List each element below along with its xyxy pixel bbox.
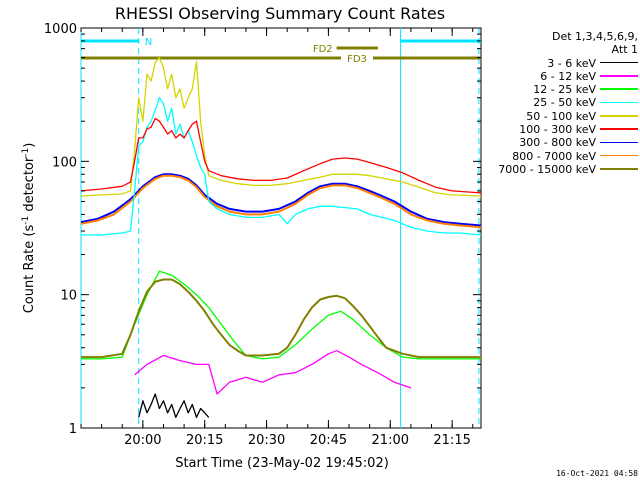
y-tick-label: 1000 [44, 22, 77, 37]
y-axis-label-mid: detector [22, 156, 37, 216]
legend-swatch [600, 75, 638, 77]
x-tick-label: 21:00 [372, 433, 409, 448]
legend-item: 800 - 7000 keV [482, 150, 638, 163]
y-tick-label: 10 [60, 289, 77, 304]
series-line-6 [80, 173, 482, 227]
legend-item-label: 300 - 800 keV [519, 136, 596, 150]
fd3-label: FD3 [347, 54, 367, 65]
plot-area [80, 27, 482, 429]
legend-item-label: 12 - 25 keV [533, 83, 596, 97]
legend-rows: 3 - 6 keV 6 - 12 keV 12 - 25 keV 25 - 50 ke… [482, 57, 638, 177]
legend-item-label: 800 - 7000 keV [512, 149, 596, 163]
legend-swatch [600, 101, 638, 104]
legend-item-label: 100 - 300 keV [519, 123, 596, 137]
x-tick-label: 20:15 [186, 433, 223, 448]
x-tick-label: 21:15 [433, 433, 470, 448]
fd2-label: FD2 [313, 44, 333, 55]
legend-header-detectors: Det 1,3,4,5,6,9, [551, 30, 638, 43]
y-tick-label: 1 [69, 422, 77, 437]
legend-item: 7000 - 15000 keV [482, 163, 638, 176]
x-axis-label: Start Time (23-May-02 19:45:02) [175, 456, 389, 471]
legend-item: 50 - 100 keV [482, 110, 638, 123]
legend-swatch [600, 88, 638, 90]
x-tick-label: 20:30 [248, 433, 285, 448]
legend-item: 6 - 12 keV [482, 70, 638, 83]
x-tick-label: 20:00 [124, 433, 161, 448]
y-tick-label: 100 [52, 155, 77, 170]
legend-swatch [600, 128, 638, 130]
x-tick-label: 20:45 [310, 433, 347, 448]
y-axis-label-end: ) [22, 143, 37, 148]
y-axis-label-sup1: -1 [21, 216, 31, 225]
series-line-2 [81, 270, 481, 360]
y-axis-label: Count Rate (s-1 detector-1) [21, 143, 37, 314]
legend-swatch [600, 115, 638, 117]
legend-header-attenuator: Att 1 [611, 43, 638, 57]
legend-item-label: 3 - 6 keV [547, 56, 596, 70]
series-line-7 [80, 174, 482, 229]
series-line-4 [80, 56, 482, 197]
y-axis-label-main: Count Rate (s [22, 225, 37, 314]
legend: Det 1,3,4,5,6,9, Att 1 3 - 6 keV 6 - 12 k… [482, 30, 638, 176]
series-line-0 [138, 393, 210, 419]
legend-swatch [600, 168, 638, 170]
fd3-label-bg [341, 54, 373, 63]
legend-swatch [600, 154, 638, 157]
legend-item-label: 6 - 12 keV [540, 69, 596, 83]
legend-item: 12 - 25 keV [482, 83, 638, 96]
legend-swatch [600, 61, 638, 64]
y-axis-label-sup2: -1 [21, 148, 31, 157]
series-line-8 [81, 278, 481, 359]
legend-item-label: 50 - 100 keV [526, 109, 596, 123]
series-line-3 [81, 97, 482, 236]
plot-border [80, 27, 482, 429]
legend-item: 100 - 300 keV [482, 123, 638, 136]
footer-timestamp: 16-Oct-2021 04:58 [556, 469, 638, 478]
chart-title: RHESSI Observing Summary Count Rates [115, 4, 445, 23]
legend-item-label: 25 - 50 keV [533, 96, 596, 110]
series-line-1 [134, 350, 412, 395]
night-label: N [145, 37, 152, 48]
legend-item: 3 - 6 keV [482, 57, 638, 70]
legend-item: 25 - 50 keV [482, 96, 638, 109]
legend-item: 300 - 800 keV [482, 136, 638, 149]
series-line-5 [80, 117, 482, 194]
legend-item-label: 7000 - 15000 keV [498, 162, 596, 176]
legend-swatch [600, 141, 638, 144]
